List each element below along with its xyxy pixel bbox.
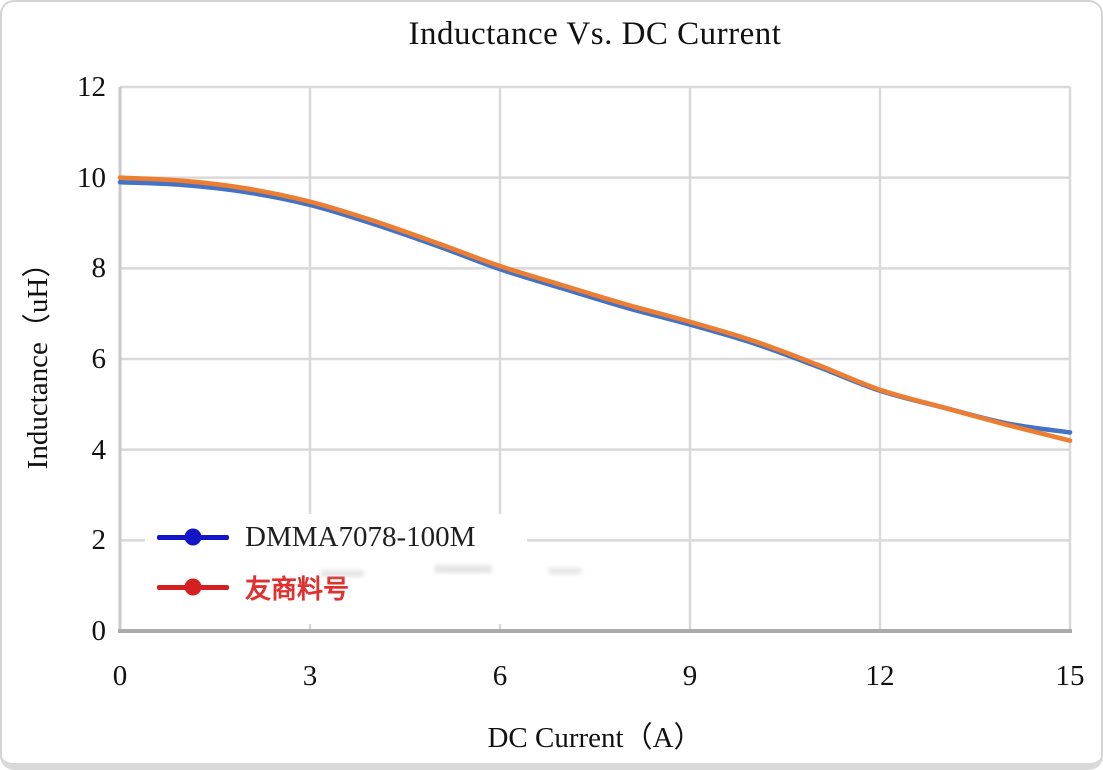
legend-item-competitor-part: 友商料号 xyxy=(145,564,527,610)
watermark-smudge xyxy=(320,570,364,577)
y-tick-label: 6 xyxy=(91,343,107,375)
y-tick-label: 0 xyxy=(91,615,107,647)
series-line-DMMA7078-100M xyxy=(117,179,1073,435)
x-tick-label: 9 xyxy=(682,660,698,692)
y-tick-label: 12 xyxy=(77,71,106,103)
legend-dot xyxy=(184,528,202,546)
chart-legend: DMMA7078-100M 友商料号 xyxy=(145,514,527,624)
x-tick-label: 0 xyxy=(112,660,128,692)
line-marker-icon xyxy=(157,578,229,597)
y-tick-label: 4 xyxy=(91,433,107,466)
legend-label: DMMA7078-100M xyxy=(245,520,476,553)
y-tick-label: 10 xyxy=(77,161,106,194)
series-line-友商料号 xyxy=(117,175,1073,443)
x-axis-title: DC Current（A） xyxy=(487,722,703,754)
y-tick-label: 2 xyxy=(91,524,107,557)
y-tick-label: 8 xyxy=(91,252,107,285)
legend-dot xyxy=(184,578,202,596)
x-tick-label: 15 xyxy=(1055,660,1085,692)
line-marker-icon xyxy=(157,528,229,547)
chart-title: Inductance Vs. DC Current xyxy=(408,16,782,52)
legend-item-dmma7078-100m: DMMA7078-100M xyxy=(145,514,527,560)
watermark-smudge xyxy=(548,568,582,574)
x-tick-label: 12 xyxy=(865,660,895,692)
x-tick-label: 3 xyxy=(302,660,318,692)
legend-label: 友商料号 xyxy=(245,573,350,604)
watermark-smudge xyxy=(434,565,492,573)
x-tick-label: 6 xyxy=(492,660,508,692)
